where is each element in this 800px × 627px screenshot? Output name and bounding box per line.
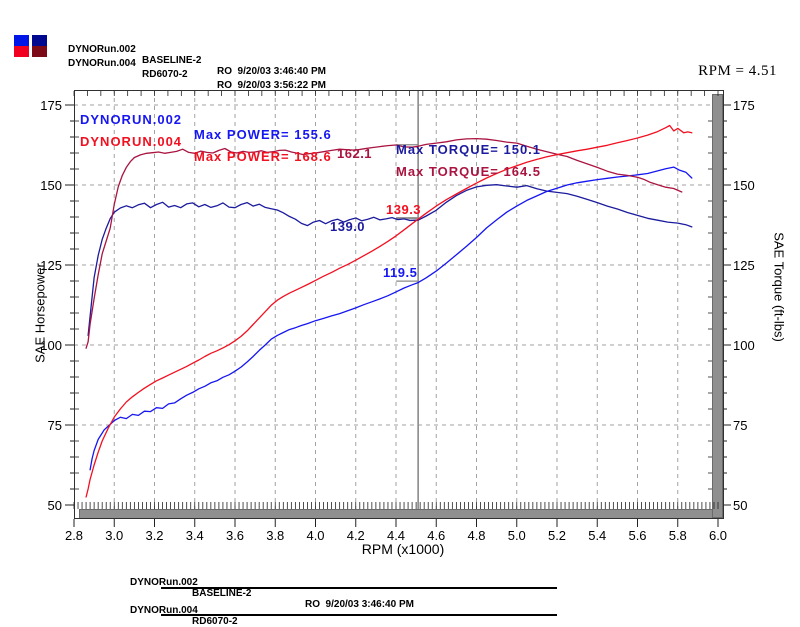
annotation-run-002-file: DYNORUN.002 — [80, 112, 183, 127]
footer-rule-1 — [161, 587, 557, 589]
axis-ticks — [65, 91, 731, 527]
run-004-power-curve — [85, 124, 693, 498]
legend-swatch-run1 — [14, 35, 29, 57]
run-002-torque-curve — [87, 184, 693, 337]
x-tick-label: 3.8 — [266, 528, 285, 543]
x-tick-label: 2.8 — [64, 528, 84, 543]
run-002-power-color-chip — [14, 35, 29, 46]
footer-run1-stamp: RO 9/20/03 3:46:40 PM — [305, 599, 414, 610]
cursor-value-label: 119.5 — [383, 265, 418, 280]
right-y-tick-label: 150 — [733, 178, 755, 193]
legend-run2-test: RD6070-2 — [142, 69, 188, 80]
legend-row-2: DYNORun.004 RD6070-2 RO 9/20/03 3:56:22 … — [0, 47, 326, 91]
cursor-line[interactable] — [396, 90, 419, 509]
footer-run2-file: DYNORun.004 — [130, 605, 198, 616]
run-004-power-color-chip — [14, 46, 29, 57]
legend-run2-stamp: RO 9/20/03 3:56:22 PM — [217, 80, 326, 91]
x-tick-label: 4.6 — [427, 528, 446, 543]
left-y-tick-label: 175 — [40, 98, 62, 113]
left-y-tick-label: 150 — [40, 178, 62, 193]
right-y-tick-label: 175 — [733, 98, 755, 113]
annotation-run-002-power: Max POWER= 155.6 — [194, 127, 332, 142]
right-y-tick-label: 125 — [733, 258, 755, 273]
horizontal-scrollbar[interactable] — [79, 509, 713, 519]
x-tick-label: 4.8 — [467, 528, 486, 543]
x-tick-label: 3.4 — [185, 528, 204, 543]
rpm-cursor-readout: RPM = 4.51 — [698, 63, 777, 79]
run-004-torque-color-chip — [32, 46, 47, 57]
annotation-run-004-file: DYNORUN.004 — [80, 134, 183, 149]
x-tick-label: 5.2 — [547, 528, 567, 543]
dyno-curves — [85, 124, 693, 498]
left-y-tick-label: 100 — [40, 338, 62, 353]
x-tick-label: 5.6 — [628, 528, 647, 543]
annotation-run-002: DYNORUN.002 Max POWER= 155.6 Max TORQUE=… — [0, 97, 800, 157]
cursor-value-label: 139.0 — [330, 219, 366, 234]
footer-run1-file: DYNORun.002 — [130, 577, 198, 588]
right-y-tick-label: 100 — [733, 338, 755, 353]
annotation-run-004-power: Max POWER= 168.6 — [194, 149, 332, 164]
legend-run1-stamp: RO 9/20/03 3:46:40 PM — [217, 65, 326, 77]
x-tick-label: 4.4 — [386, 528, 406, 543]
vertical-scrollbar[interactable] — [712, 94, 723, 518]
x-tick-label: 5.4 — [588, 528, 607, 543]
x-axis-title: RPM (x1000) — [361, 541, 445, 557]
right-y-tick-label: 75 — [733, 418, 748, 433]
footer-run2-test: RD6070-2 — [192, 616, 238, 627]
run-002-power-curve — [89, 166, 693, 471]
annotation-run-002-torque: Max TORQUE= 150.1 — [396, 142, 542, 157]
footer-run1-test: BASELINE-2 — [192, 588, 252, 599]
legend-run2-file: DYNORun.004 — [68, 58, 136, 69]
left-y-tick-label: 50 — [47, 498, 62, 513]
run-002-torque-color-chip — [32, 35, 47, 46]
table-row: DYNORun.004 RD6070-2 RO 9/20/03 3:56:22 … — [0, 594, 238, 627]
x-tick-label: 3.6 — [225, 528, 245, 543]
table-row: DYNORun.002 BASELINE-2 RO 9/20/03 3:46:4… — [0, 566, 414, 610]
x-tick-label: 4.0 — [306, 528, 325, 543]
cursor-value-label: 162.1 — [337, 146, 373, 161]
legend-run1-file: DYNORun.002 — [68, 43, 136, 55]
cursor-value-label: 139.3 — [386, 202, 422, 217]
annotation-run-004-torque: Max TORQUE= 164.5 — [396, 164, 542, 179]
left-y-tick-label: 75 — [47, 418, 62, 433]
plot-border — [74, 90, 724, 519]
right-y-tick-label: 50 — [733, 498, 748, 513]
plot-scrollbars[interactable] — [79, 94, 723, 519]
x-tick-label: 6.0 — [708, 528, 728, 543]
legend-swatch-run2 — [32, 35, 47, 57]
x-tick-label: 4.2 — [346, 528, 365, 543]
x-tick-label: 5.0 — [507, 528, 526, 543]
x-tick-label: 3.0 — [105, 528, 124, 543]
left-y-tick-label: 125 — [40, 258, 62, 273]
legend-run1-test: BASELINE-2 — [142, 54, 202, 66]
x-tick-label: 3.2 — [145, 528, 164, 543]
footer-rule-2 — [161, 614, 557, 616]
legend-row-1: DYNORun.002 BASELINE-2 RO 9/20/03 3:46:4… — [0, 33, 326, 77]
annotation-run-004: DYNORUN.004 Max POWER= 168.6 Max TORQUE=… — [0, 119, 800, 179]
x-tick-label: 5.8 — [668, 528, 687, 543]
